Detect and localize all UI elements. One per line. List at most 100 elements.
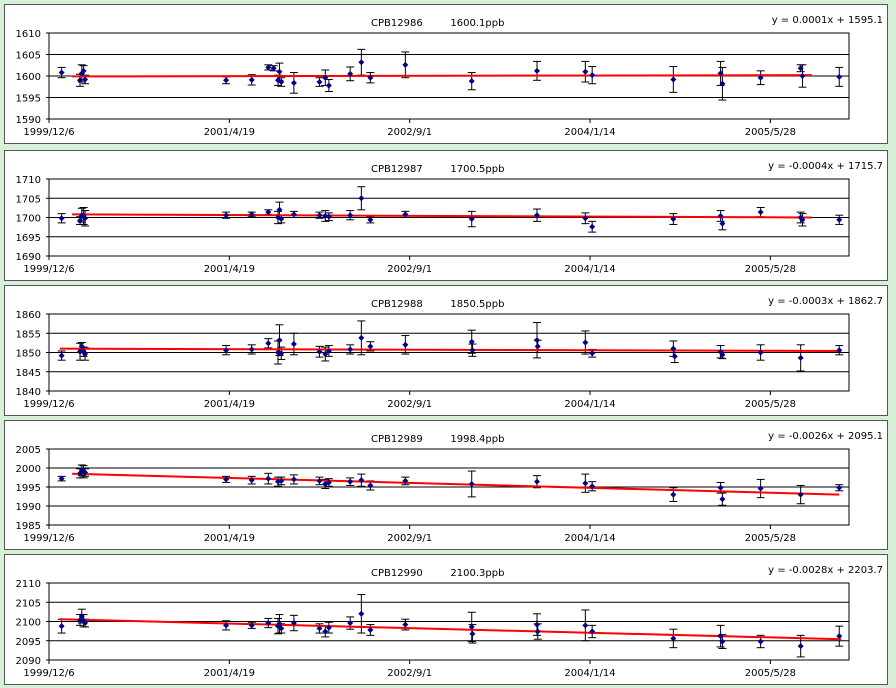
data-point: [347, 70, 354, 77]
data-point: [799, 73, 806, 79]
x-tick-label: 2004/1/14: [564, 264, 615, 275]
data-point: [367, 626, 374, 633]
data-point: [719, 496, 726, 503]
data-point: [836, 347, 843, 354]
data-point: [717, 212, 724, 219]
data-point: [248, 76, 255, 83]
chart-title: CPB12989: [371, 434, 423, 445]
data-point: [402, 341, 409, 348]
data-point: [534, 343, 541, 350]
y-tick-label: 1985: [16, 521, 41, 532]
data-point: [468, 216, 475, 223]
trend-line: [59, 618, 842, 641]
chart-panel-3: 1840 1845 1850 1855 1860 1999/12/6 2001/4/19 20…: [4, 285, 888, 416]
data-point: [717, 484, 724, 491]
data-point: [402, 621, 409, 628]
data-point: [358, 477, 365, 484]
data-point: [278, 625, 285, 632]
data-point: [358, 334, 365, 341]
data-point: [836, 73, 843, 80]
data-point: [670, 635, 677, 642]
x-tick-label: 2005/5/28: [745, 668, 796, 679]
x-tick-label: 2001/4/19: [204, 668, 255, 679]
data-point: [278, 79, 285, 86]
data-point: [757, 638, 764, 645]
x-tick-label: 2001/4/19: [204, 399, 255, 410]
data-point: [367, 216, 374, 223]
data-point: [358, 610, 365, 617]
data-point: [367, 482, 374, 489]
x-tick-label: 2002/9/1: [387, 399, 432, 410]
data-point: [836, 484, 843, 491]
x-tick-label: 2001/4/19: [204, 264, 255, 275]
data-point: [322, 480, 329, 487]
data-point: [468, 623, 475, 630]
y-tick-label: 1600: [16, 72, 41, 83]
data-point: [469, 630, 476, 637]
x-tick-label: 2004/1/14: [564, 127, 615, 138]
x-tick-label: 2002/9/1: [387, 264, 432, 275]
y-tick-label: 1860: [16, 310, 41, 321]
data-point: [77, 348, 84, 355]
trend-equation: y = 0.0001x + 1595.1: [772, 15, 883, 26]
data-point: [589, 350, 596, 357]
data-point: [223, 347, 230, 354]
chart-panel-4: 1985 1990 1995 2000 2005 1999/12/6 2001/4/19 20…: [4, 420, 888, 550]
data-point: [82, 620, 89, 627]
data-point: [265, 340, 272, 347]
x-tick-label: 1999/12/6: [23, 533, 74, 544]
data-point: [534, 628, 541, 635]
chart-title: CPB12988: [371, 299, 423, 310]
chart-panel-5: 2090 2095 2100 2105 2110 1999/12/6 2001/4/19 20…: [4, 554, 888, 685]
y-tick-label: 2095: [16, 637, 41, 648]
data-point: [468, 338, 475, 345]
data-point: [265, 64, 272, 71]
x-tick-label: 2005/5/28: [745, 399, 796, 410]
chart-title: CPB12990: [371, 568, 423, 579]
data-point: [534, 337, 541, 344]
x-tick-label: 2004/1/14: [564, 533, 615, 544]
y-tick-label: 2105: [16, 598, 41, 609]
x-tick-label: 2004/1/14: [564, 668, 615, 679]
x-tick-label: 2005/5/28: [745, 127, 796, 138]
data-point: [223, 476, 230, 483]
data-point: [589, 72, 596, 79]
data-point: [223, 212, 230, 219]
x-tick-label: 2002/9/1: [387, 127, 432, 138]
data-point: [797, 491, 804, 498]
data-point: [757, 349, 764, 356]
data-point: [248, 211, 255, 218]
data-point: [278, 350, 285, 357]
data-point: [248, 477, 255, 484]
data-point: [717, 633, 724, 640]
data-point: [358, 59, 365, 66]
data-point: [719, 351, 726, 358]
data-point: [58, 352, 65, 359]
data-point: [719, 80, 726, 87]
data-point: [797, 643, 804, 650]
chart-subtitle: 1850.5ppb: [450, 299, 504, 310]
data-point: [223, 77, 230, 84]
data-point: [582, 480, 589, 487]
data-point: [316, 477, 323, 484]
data-point: [347, 478, 354, 485]
chart-panel-2: 1690 1695 1700 1705 1710 1999/12/6 2001/4/19 20…: [4, 150, 888, 281]
y-tick-label: 2000: [16, 464, 41, 475]
data-point: [670, 345, 677, 352]
chart-4-svg: 1985 1990 1995 2000 2005 1999/12/6 2001/4/19 20…: [16, 431, 883, 544]
y-tick-label: 1700: [16, 214, 41, 225]
data-point: [77, 217, 84, 224]
data-point: [534, 621, 541, 628]
data-point: [582, 339, 589, 346]
data-point: [402, 211, 409, 218]
data-point: [275, 478, 282, 485]
data-point: [248, 622, 255, 629]
data-point: [278, 216, 285, 223]
data-point: [347, 620, 354, 627]
data-point: [290, 79, 297, 86]
data-point: [582, 215, 589, 222]
y-tick-label: 1840: [16, 387, 41, 398]
data-point: [265, 620, 272, 627]
data-point: [276, 206, 283, 213]
